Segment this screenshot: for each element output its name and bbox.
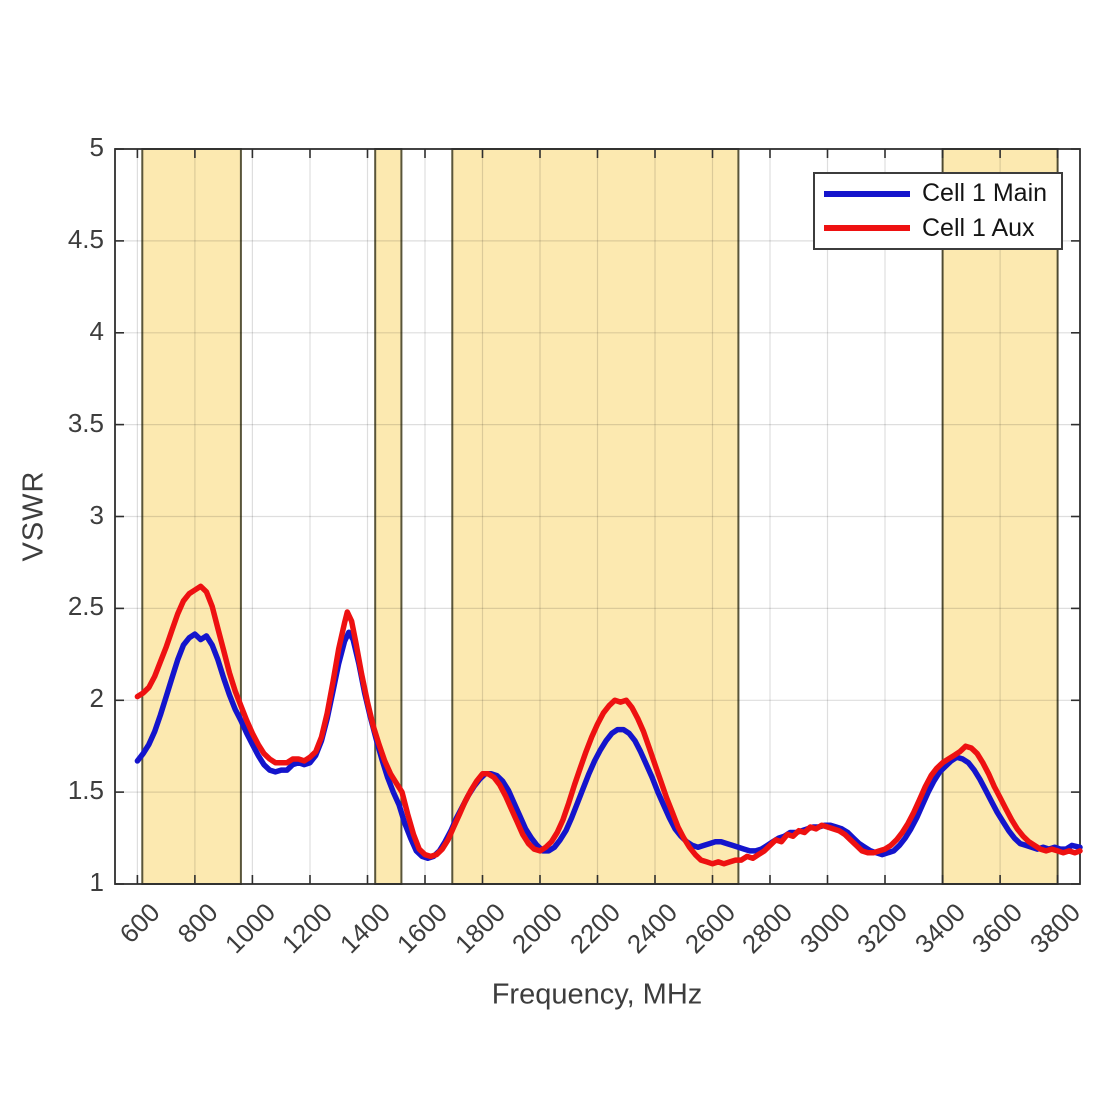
y-tick-label: 1 (89, 866, 104, 897)
series-line-cell-1-main (134, 629, 1083, 862)
legend-label-main: Cell 1 Main (922, 179, 1048, 208)
data-curves (134, 583, 1083, 867)
y-tick-label: 4 (89, 315, 104, 346)
axes-box (114, 148, 1081, 885)
legend-item: Cell 1 Main (815, 179, 1061, 208)
legend-item: Cell 1 Aux (815, 214, 1061, 243)
y-tick-label: 5 (89, 131, 104, 162)
frequency-band-region (141, 148, 242, 885)
y-tick-label: 3.5 (67, 407, 104, 438)
y-axis-label: VSWR (17, 470, 50, 562)
y-tick-label: 2 (89, 683, 104, 714)
legend-line-sample-main (824, 190, 910, 197)
legend-label-aux: Cell 1 Aux (922, 213, 1035, 242)
legend: Cell 1 Main Cell 1 Aux (813, 172, 1063, 250)
legend-line-sample-aux (824, 225, 910, 232)
series-line-cell-1-aux (134, 583, 1083, 867)
x-axis-label: Frequency, MHz (491, 978, 703, 1011)
y-tick-label: 3 (89, 499, 104, 530)
y-tick-label: 4.5 (67, 223, 104, 254)
grid-lines (115, 148, 1080, 885)
y-tick-label: 2.5 (67, 591, 104, 622)
y-tick-label: 1.5 (67, 775, 104, 806)
